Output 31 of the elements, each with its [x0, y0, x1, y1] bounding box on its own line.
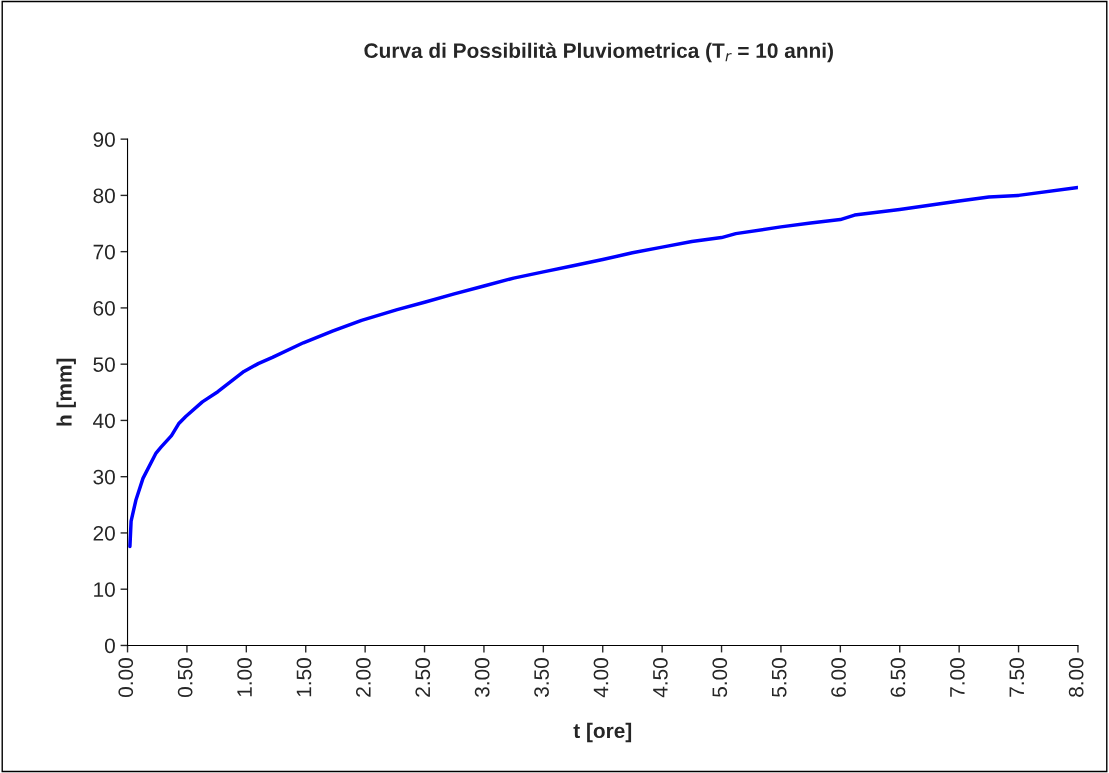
x-tick-label: 2.00 — [355, 658, 371, 697]
y-tick-label: 80 — [93, 188, 115, 204]
y-tick-label: 40 — [93, 413, 115, 429]
x-tick-label: 7.00 — [949, 658, 965, 697]
x-tick-label: 4.00 — [593, 658, 609, 698]
x-tick-label: 5.00 — [712, 658, 728, 697]
x-tick-label: 7.50 — [1009, 658, 1025, 697]
y-tick-label: 60 — [93, 300, 115, 316]
x-tick-label: 1.50 — [296, 658, 312, 697]
y-tick-label: 30 — [93, 469, 115, 485]
x-tick-label: 4.50 — [652, 658, 668, 698]
x-tick-label: 2.50 — [415, 658, 431, 697]
y-tick-label: 20 — [93, 525, 115, 541]
chart-title: Curva di Possibilità Pluviometrica (T$_{r}$ = 10 anni) — [364, 42, 833, 63]
line-series — [128, 185, 1078, 549]
x-tick-label: 3.50 — [534, 658, 549, 698]
x-tick-label: 0.00 — [118, 658, 134, 697]
x-tick-label: 1.00 — [237, 658, 252, 697]
x-tick-label: 0.50 — [177, 658, 193, 697]
x-tick-label: 6.00 — [831, 658, 846, 697]
y-tick-label: 50 — [93, 357, 115, 372]
x-axis-title: t [ore] — [573, 722, 632, 743]
y-axis-title: h [mm] — [56, 358, 76, 426]
y-tick-label: 0 — [104, 638, 115, 654]
y-tick-label: 10 — [94, 582, 115, 597]
y-tick-label: 70 — [93, 244, 115, 260]
x-tick-label: 6.50 — [890, 658, 906, 697]
x-tick-label: 5.50 — [771, 658, 787, 697]
x-tick-label: 3.00 — [474, 658, 490, 698]
y-tick-label: 90 — [93, 132, 115, 147]
x-tick-label: 8.00 — [1068, 658, 1084, 697]
